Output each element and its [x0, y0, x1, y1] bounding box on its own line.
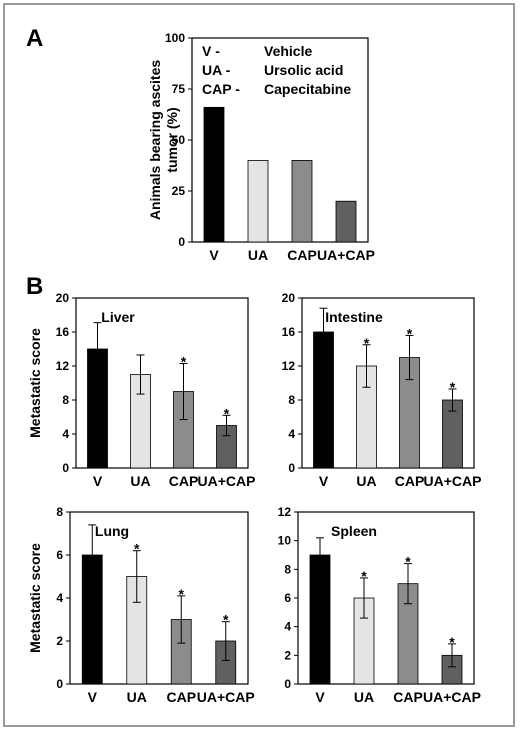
significance-marker: * [407, 325, 413, 341]
category-label: V [209, 247, 219, 263]
y-tick-label: 8 [56, 505, 63, 519]
y-tick-label: 4 [288, 427, 295, 441]
chart-title: Spleen [331, 523, 377, 539]
category-label: UA [130, 473, 150, 489]
y-tick-label: 12 [278, 505, 292, 519]
chart-3: 0 4 8 12 16 20 V * UA * CAP * UA+CAP Intestine [282, 291, 482, 489]
category-label: UA+CAP [424, 473, 482, 489]
bar-CAP [291, 159, 313, 243]
y-tick-label: 25 [172, 184, 186, 198]
y-tick-label: 0 [62, 461, 69, 475]
category-label: CAP [395, 473, 425, 489]
y-tick-label: 16 [56, 325, 70, 339]
legend-name: Ursolic acid [264, 62, 343, 78]
chart-1: 0 25 50 75 100 V UA CAP UA+CAP Animals bearing as… [147, 31, 375, 263]
category-label: CAP [287, 247, 317, 263]
category-label: UA+CAP [423, 689, 481, 705]
category-label: CAP [393, 689, 423, 705]
legend-name: Capecitabine [264, 81, 351, 97]
y-tick-label: 0 [178, 235, 185, 249]
significance-marker: * [364, 335, 370, 351]
panel-letter-A: A [26, 25, 43, 52]
y-tick-label: 8 [284, 562, 291, 576]
y-tick-label: 2 [56, 634, 63, 648]
chart-5: 0 2 4 6 8 10 12 V * UA * CAP * UA+CAP Spleen [278, 505, 481, 705]
category-label: UA+CAP [198, 473, 256, 489]
chart-title: Intestine [325, 309, 383, 325]
figure-frame [3, 3, 515, 727]
plot-area [301, 297, 475, 469]
category-label: V [88, 689, 98, 705]
category-label: UA+CAP [317, 247, 375, 263]
bar-UA+CAP [335, 200, 357, 243]
y-tick-label: 6 [284, 591, 291, 605]
legend-name: Vehicle [264, 43, 312, 59]
y-axis-label: Metastatic score [27, 543, 43, 653]
significance-marker: * [224, 405, 230, 421]
significance-marker: * [134, 541, 140, 557]
category-label: UA [127, 689, 147, 705]
significance-marker: * [179, 586, 185, 602]
y-tick-label: 12 [282, 359, 296, 373]
category-label: UA+CAP [197, 689, 255, 705]
significance-marker: * [449, 634, 455, 650]
plot-area [75, 297, 249, 469]
category-label: UA [248, 247, 268, 263]
y-tick-label: 0 [288, 461, 295, 475]
legend-abbr: UA - [202, 62, 231, 78]
panel-letter-B: B [26, 273, 43, 300]
significance-marker: * [405, 554, 411, 570]
chart-title: Lung [95, 523, 129, 539]
y-tick-label: 0 [284, 677, 291, 691]
y-tick-label: 4 [62, 427, 69, 441]
bar-UA [247, 159, 269, 243]
y-tick-label: 12 [56, 359, 70, 373]
legend-abbr: V - [202, 43, 220, 59]
y-axis-label: Metastatic score [27, 328, 43, 438]
y-tick-label: 2 [284, 648, 291, 662]
y-tick-label: 8 [62, 393, 69, 407]
category-label: CAP [169, 473, 199, 489]
y-tick-label: 0 [56, 677, 63, 691]
significance-marker: * [223, 612, 229, 628]
y-tick-label: 50 [172, 133, 186, 147]
bar-V [309, 554, 331, 685]
significance-marker: * [361, 568, 367, 584]
y-tick-label: 75 [172, 82, 186, 96]
category-label: UA [356, 473, 376, 489]
y-tick-label: 4 [284, 620, 291, 634]
y-tick-label: 16 [282, 325, 296, 339]
y-tick-label: 4 [56, 591, 63, 605]
category-label: CAP [166, 689, 196, 705]
chart-title: Liver [101, 309, 135, 325]
bar-V [203, 106, 225, 243]
legend-abbr: CAP - [202, 81, 240, 97]
y-tick-label: 6 [56, 548, 63, 562]
y-tick-label: 8 [288, 393, 295, 407]
category-label: V [93, 473, 103, 489]
category-label: V [319, 473, 329, 489]
category-label: UA [354, 689, 374, 705]
y-tick-label: 20 [282, 291, 296, 305]
y-tick-label: 10 [278, 534, 292, 548]
significance-marker: * [181, 353, 187, 369]
y-tick-label: 20 [56, 291, 70, 305]
chart-2: 0 4 8 12 16 20 V UA * CAP * UA+CAP Liver Metastatic s… [27, 291, 255, 489]
y-tick-label: 100 [165, 31, 185, 45]
category-label: V [315, 689, 325, 705]
significance-marker: * [450, 379, 456, 395]
y-axis-label: Animals bearing ascitestumor (%) [147, 60, 180, 221]
chart-4: 0 2 4 6 8 V * UA * CAP * UA+CAP Lung Metastatic score [27, 505, 255, 705]
